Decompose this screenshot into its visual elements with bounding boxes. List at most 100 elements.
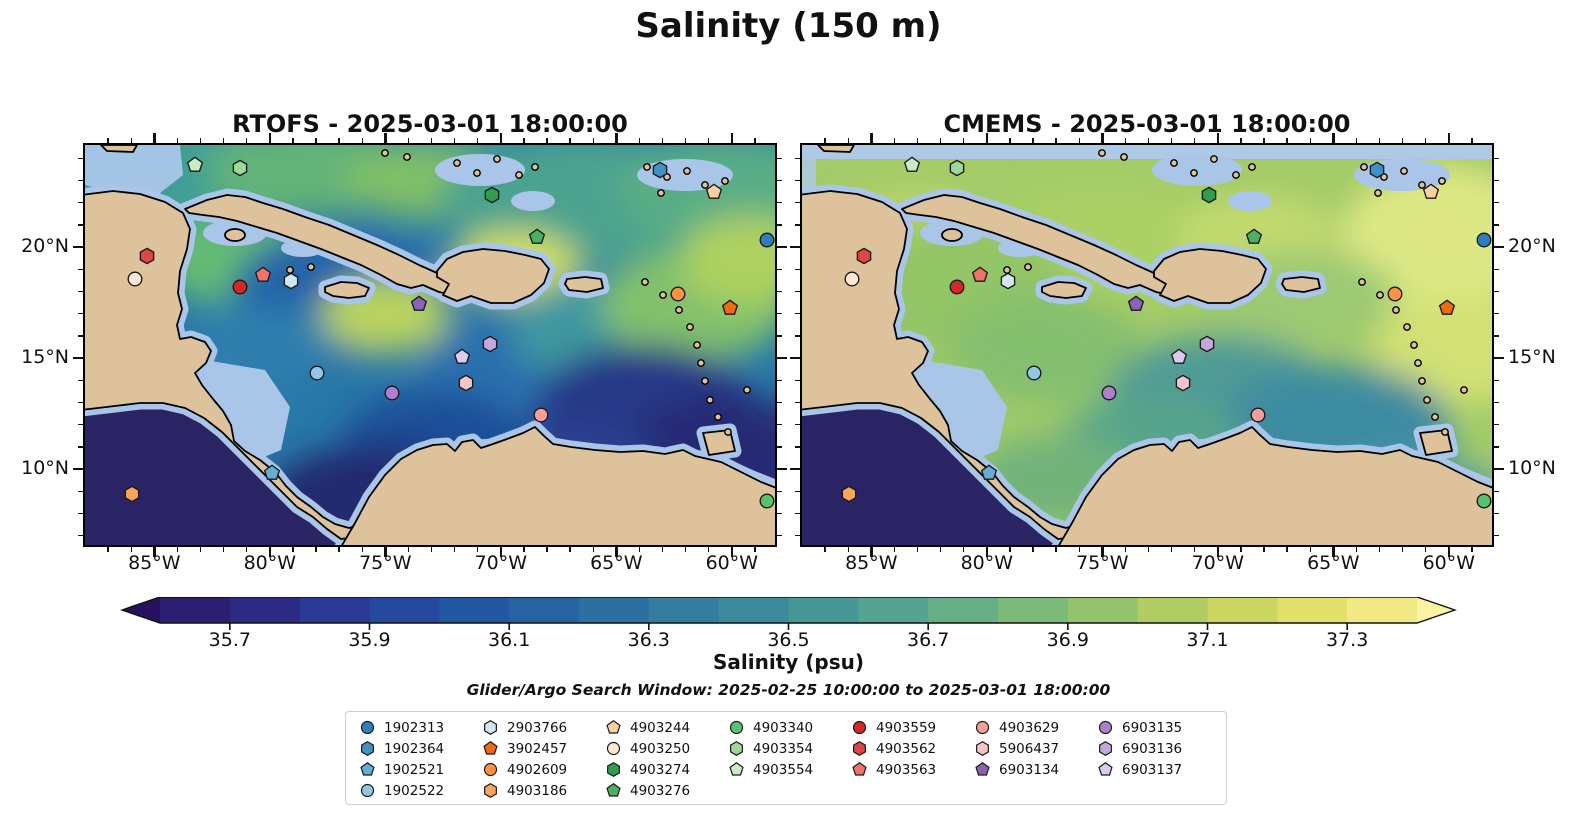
x-tick xyxy=(893,138,896,143)
x-tick xyxy=(153,133,156,143)
y-tick xyxy=(78,290,83,293)
islet xyxy=(403,153,411,161)
lon-tick-label: 70°W xyxy=(474,552,528,574)
islet xyxy=(1418,181,1426,189)
y-tick xyxy=(1494,157,1499,159)
legend-item-4903250: 4903250 xyxy=(606,738,729,759)
y-tick xyxy=(777,490,782,492)
islet xyxy=(659,291,667,299)
float-marker-6903134 xyxy=(1127,295,1145,313)
colorbar-tick-label: 37.3 xyxy=(1326,629,1369,651)
legend-item-4903186: 4903186 xyxy=(483,780,606,801)
hexagon-icon xyxy=(484,720,497,735)
colorbar-tick-label: 37.1 xyxy=(1186,629,1229,651)
legend-label: 4903274 xyxy=(630,761,691,778)
islet xyxy=(515,171,523,179)
circle-icon xyxy=(309,365,325,381)
y-tick xyxy=(777,290,782,293)
land-isla-juventud xyxy=(224,228,246,242)
x-tick xyxy=(638,547,641,552)
legend-label: 1902521 xyxy=(384,761,445,778)
x-tick xyxy=(730,133,734,143)
float-marker-1902364 xyxy=(1368,161,1385,179)
y-tick xyxy=(78,424,83,426)
pentagon-icon xyxy=(1423,183,1440,200)
legend-label: 1902522 xyxy=(384,782,445,799)
colorbar-tick-label: 35.7 xyxy=(208,629,251,651)
pentagon-icon xyxy=(975,762,990,776)
panel-title-cmems: CMEMS - 2025-03-01 18:00:00 xyxy=(943,110,1351,138)
hexagon-icon xyxy=(730,741,743,756)
legend-label: 4903340 xyxy=(753,719,814,736)
lon-tick-label: 60°W xyxy=(705,552,759,574)
small-islands xyxy=(286,149,751,436)
y-tick xyxy=(777,335,782,337)
colorbar-tick-label: 35.9 xyxy=(348,629,391,651)
x-tick xyxy=(1078,138,1080,143)
float-marker-4903340 xyxy=(1475,493,1492,510)
islet xyxy=(641,278,649,286)
x-tick xyxy=(222,547,225,552)
legend-item-4903629: 4903629 xyxy=(975,717,1098,738)
x-tick xyxy=(407,138,410,143)
islet xyxy=(714,413,722,421)
x-tick xyxy=(176,547,179,552)
legend-column: 1902313 1902364 1902521 1902522 xyxy=(360,717,483,804)
circle-icon xyxy=(729,720,744,735)
legend-label: 4903354 xyxy=(753,740,814,757)
y-tick xyxy=(795,424,800,426)
panel-title-rtofs: RTOFS - 2025-03-01 18:00:00 xyxy=(232,110,628,138)
y-tick xyxy=(790,356,800,360)
x-tick xyxy=(1101,547,1104,557)
legend-label: 3902457 xyxy=(507,740,568,757)
lat-tick-label: 15°N xyxy=(1508,346,1556,369)
y-tick xyxy=(790,245,800,249)
islet xyxy=(1423,396,1431,404)
pentagon-icon xyxy=(263,464,281,480)
x-tick xyxy=(315,138,317,143)
x-tick xyxy=(1101,133,1104,143)
lon-tick-label: 85°W xyxy=(845,552,898,574)
x-tick xyxy=(1032,547,1034,552)
legend-column: 4903629 5906437 6903134 xyxy=(975,717,1098,804)
y-tick xyxy=(795,335,800,337)
x-tick xyxy=(361,547,363,552)
colorbar-tick-label: 36.3 xyxy=(627,629,670,651)
float-marker-4903554 xyxy=(186,156,203,174)
colorbar-tick-label: 36.7 xyxy=(907,629,950,651)
y-tick xyxy=(777,424,782,426)
x-tick xyxy=(754,138,756,143)
land-jamaica xyxy=(324,281,370,299)
x-tick xyxy=(199,547,202,552)
float-marker-4903250 xyxy=(843,271,860,288)
map-panel-cmems xyxy=(800,143,1494,547)
x-tick xyxy=(708,547,710,552)
x-tick xyxy=(1332,133,1335,143)
pentagon-icon xyxy=(980,464,998,480)
x-tick xyxy=(361,138,363,143)
legend-item-1902313: 1902313 xyxy=(360,717,483,738)
legend-item-4902609: 4902609 xyxy=(483,759,606,780)
legend-item-4903554: 4903554 xyxy=(729,759,852,780)
land-florida-keys xyxy=(100,145,138,153)
circle-icon xyxy=(1476,232,1492,248)
hexagon-icon xyxy=(124,485,140,503)
y-tick xyxy=(78,179,83,182)
y-tick xyxy=(795,290,800,293)
lat-tick-label: 20°N xyxy=(1508,235,1556,258)
circle-icon xyxy=(483,762,498,777)
x-tick xyxy=(824,547,826,552)
x-tick xyxy=(477,547,479,552)
y-tick xyxy=(1494,224,1499,226)
y-tick xyxy=(777,401,782,404)
pentagon-icon xyxy=(360,762,375,776)
colorbar-tick-label: 36.9 xyxy=(1046,629,1089,651)
y-tick xyxy=(777,157,782,159)
float-marker-4903563 xyxy=(971,266,989,284)
legend-label: 5906437 xyxy=(999,740,1060,757)
legend-column: 4903559 4903562 4903563 xyxy=(852,717,975,804)
islet xyxy=(724,428,732,436)
colorbar-axis-label: Salinity (psu) xyxy=(712,650,864,674)
x-tick xyxy=(1286,547,1288,552)
x-tick xyxy=(1055,547,1057,552)
